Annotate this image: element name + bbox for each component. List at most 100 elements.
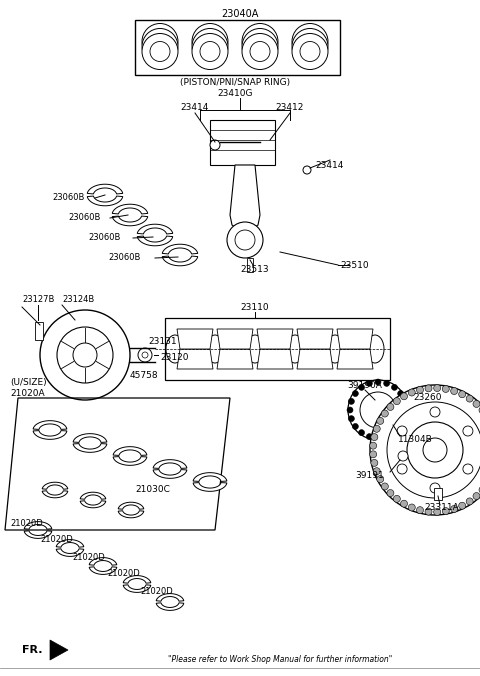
Circle shape bbox=[348, 416, 354, 422]
Polygon shape bbox=[113, 447, 147, 456]
Polygon shape bbox=[193, 483, 227, 491]
Text: 23060B: 23060B bbox=[68, 214, 100, 222]
Bar bbox=[210, 120, 275, 165]
Text: 45758: 45758 bbox=[130, 370, 158, 379]
Circle shape bbox=[417, 387, 423, 393]
Circle shape bbox=[192, 24, 228, 59]
Circle shape bbox=[423, 438, 447, 462]
Polygon shape bbox=[112, 204, 148, 214]
Text: 23110: 23110 bbox=[240, 302, 269, 312]
Circle shape bbox=[360, 392, 396, 428]
Polygon shape bbox=[162, 244, 198, 254]
Polygon shape bbox=[33, 431, 67, 439]
Circle shape bbox=[473, 400, 480, 408]
Circle shape bbox=[377, 476, 384, 483]
Ellipse shape bbox=[308, 347, 322, 367]
Polygon shape bbox=[177, 349, 213, 369]
Ellipse shape bbox=[268, 347, 282, 367]
Polygon shape bbox=[89, 566, 117, 575]
Circle shape bbox=[40, 310, 130, 400]
Circle shape bbox=[393, 496, 400, 502]
Polygon shape bbox=[113, 456, 147, 465]
Circle shape bbox=[459, 502, 466, 509]
Circle shape bbox=[348, 398, 354, 404]
Circle shape bbox=[300, 37, 320, 57]
Circle shape bbox=[425, 508, 432, 515]
Ellipse shape bbox=[228, 347, 242, 367]
Text: "Please refer to Work Shop Manual for further information": "Please refer to Work Shop Manual for fu… bbox=[168, 656, 392, 665]
Circle shape bbox=[352, 391, 359, 397]
Circle shape bbox=[303, 166, 311, 174]
Polygon shape bbox=[24, 522, 52, 529]
Circle shape bbox=[373, 425, 380, 432]
Polygon shape bbox=[217, 329, 253, 349]
Circle shape bbox=[150, 41, 170, 62]
Polygon shape bbox=[56, 549, 84, 556]
Polygon shape bbox=[80, 501, 106, 508]
Circle shape bbox=[250, 41, 270, 62]
Circle shape bbox=[138, 348, 152, 362]
Text: 23060B: 23060B bbox=[108, 254, 140, 262]
Polygon shape bbox=[80, 492, 106, 500]
Circle shape bbox=[375, 379, 381, 385]
Polygon shape bbox=[137, 224, 173, 234]
Circle shape bbox=[370, 442, 377, 449]
Polygon shape bbox=[123, 575, 151, 583]
Text: 23127B: 23127B bbox=[22, 295, 54, 304]
Circle shape bbox=[142, 34, 178, 70]
Polygon shape bbox=[337, 329, 373, 349]
Circle shape bbox=[403, 407, 409, 413]
Circle shape bbox=[142, 352, 148, 358]
Circle shape bbox=[242, 28, 278, 64]
Circle shape bbox=[242, 24, 278, 59]
Ellipse shape bbox=[246, 335, 264, 363]
Circle shape bbox=[235, 230, 255, 250]
Circle shape bbox=[417, 506, 423, 514]
Circle shape bbox=[366, 381, 372, 387]
Circle shape bbox=[150, 32, 170, 51]
Circle shape bbox=[392, 385, 397, 390]
Circle shape bbox=[359, 430, 364, 435]
Polygon shape bbox=[162, 256, 198, 266]
Circle shape bbox=[192, 34, 228, 70]
Circle shape bbox=[463, 426, 473, 436]
Circle shape bbox=[408, 389, 415, 396]
Text: 23120: 23120 bbox=[160, 354, 189, 362]
Circle shape bbox=[150, 37, 170, 57]
Polygon shape bbox=[137, 236, 173, 246]
Circle shape bbox=[408, 504, 415, 511]
Circle shape bbox=[292, 28, 328, 64]
Circle shape bbox=[142, 24, 178, 59]
Ellipse shape bbox=[206, 335, 224, 363]
Circle shape bbox=[384, 381, 390, 387]
Circle shape bbox=[398, 451, 408, 461]
Bar bbox=[434, 488, 442, 500]
Bar bbox=[247, 258, 253, 272]
Text: 23410G: 23410G bbox=[217, 89, 253, 99]
Text: (U/SIZE): (U/SIZE) bbox=[10, 377, 47, 387]
Polygon shape bbox=[337, 349, 373, 369]
Circle shape bbox=[442, 508, 449, 514]
Circle shape bbox=[250, 32, 270, 51]
Circle shape bbox=[359, 385, 364, 390]
Circle shape bbox=[466, 498, 473, 505]
Circle shape bbox=[466, 395, 473, 402]
Polygon shape bbox=[118, 511, 144, 518]
Polygon shape bbox=[50, 640, 68, 660]
Bar bbox=[135, 20, 340, 75]
Text: (PISTON/PNI/SNAP RING): (PISTON/PNI/SNAP RING) bbox=[180, 78, 290, 87]
Text: 21030C: 21030C bbox=[135, 485, 170, 495]
Circle shape bbox=[385, 417, 395, 427]
Text: 23311A: 23311A bbox=[425, 504, 459, 512]
Ellipse shape bbox=[366, 335, 384, 363]
Polygon shape bbox=[42, 482, 68, 489]
Text: 23131: 23131 bbox=[148, 337, 177, 347]
Circle shape bbox=[242, 34, 278, 70]
Polygon shape bbox=[87, 196, 123, 206]
Circle shape bbox=[430, 483, 440, 493]
Text: 21020D: 21020D bbox=[107, 569, 140, 579]
Text: 21020D: 21020D bbox=[40, 535, 73, 544]
Circle shape bbox=[392, 430, 397, 435]
Polygon shape bbox=[123, 585, 151, 592]
Ellipse shape bbox=[286, 335, 304, 363]
